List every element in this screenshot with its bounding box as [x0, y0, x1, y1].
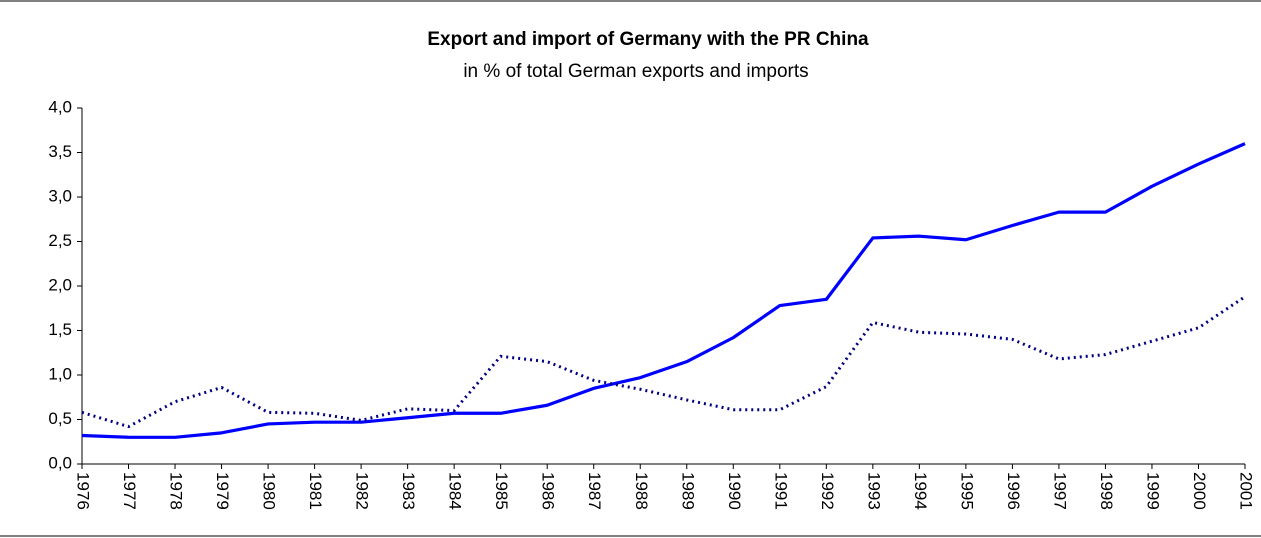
y-tick-label: 4,0	[48, 97, 72, 116]
x-tick-label: 1979	[213, 472, 232, 510]
y-tick-label: 3,5	[48, 142, 72, 161]
x-tick-label: 1981	[306, 472, 325, 510]
y-tick-label: 1,0	[48, 364, 72, 383]
chart-subtitle: in % of total German exports and imports	[463, 61, 808, 82]
x-tick-label: 1993	[864, 472, 883, 510]
x-tick-label: 1998	[1097, 472, 1116, 510]
x-tick-label: 1982	[353, 472, 372, 510]
x-tick-label: 1997	[1050, 472, 1069, 510]
line-series	[81, 142, 1246, 439]
y-tick-label: 0,5	[48, 409, 72, 428]
x-tick-label: 1976	[74, 472, 93, 510]
y-tick-label: 0,0	[48, 453, 72, 472]
x-tick-label: 1986	[539, 472, 558, 510]
x-tick-label: 1977	[120, 472, 139, 510]
y-tick-label: 1,5	[48, 320, 72, 339]
x-tick-label: 1992	[818, 472, 837, 510]
x-tick-label: 2001	[1237, 472, 1256, 510]
y-tick-label: 3,0	[48, 186, 72, 205]
chart-title: Export and import of Germany with the PR…	[427, 29, 869, 50]
x-tick-label: 1994	[911, 472, 930, 510]
x-tick-label: 2000	[1190, 472, 1209, 510]
x-tick-label: 1996	[1004, 472, 1023, 510]
x-tick-label: 1987	[585, 472, 604, 510]
x-tick-label: 1991	[771, 472, 790, 510]
x-tick-label: 1995	[957, 472, 976, 510]
x-tick-label: 1983	[399, 472, 418, 510]
x-tick-label: 1985	[492, 472, 511, 510]
y-tick-label: 2,5	[48, 231, 72, 250]
x-tick-label: 1978	[167, 472, 186, 510]
x-tick-label: 1990	[725, 472, 744, 510]
x-tick-label: 1984	[446, 472, 465, 510]
x-tick-label: 1989	[678, 472, 697, 510]
x-tick-label: 1988	[632, 472, 651, 510]
x-tick-label: 1999	[1143, 472, 1162, 510]
x-tick-label: 1980	[260, 472, 279, 510]
y-tick-label: 2,0	[48, 275, 72, 294]
line-series	[81, 295, 1246, 429]
